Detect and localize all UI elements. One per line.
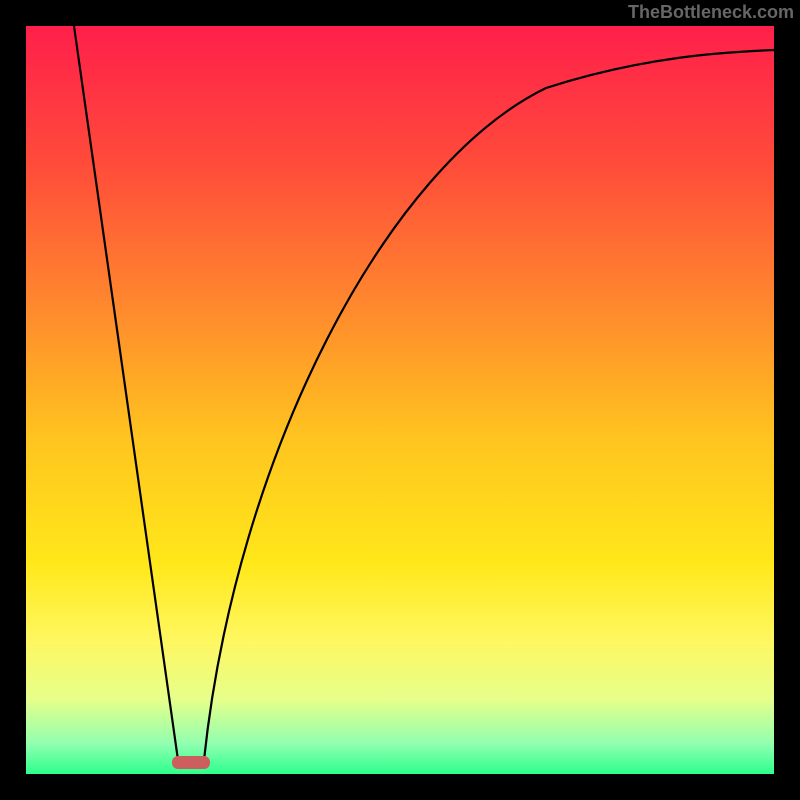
border-right (774, 0, 800, 800)
gradient-background (26, 26, 774, 774)
border-left (0, 0, 26, 800)
optimum-marker (172, 756, 210, 769)
border-bottom (0, 774, 800, 800)
chart-canvas: TheBottleneck.com (0, 0, 800, 800)
watermark-text: TheBottleneck.com (628, 2, 794, 23)
plot-area (26, 26, 774, 774)
